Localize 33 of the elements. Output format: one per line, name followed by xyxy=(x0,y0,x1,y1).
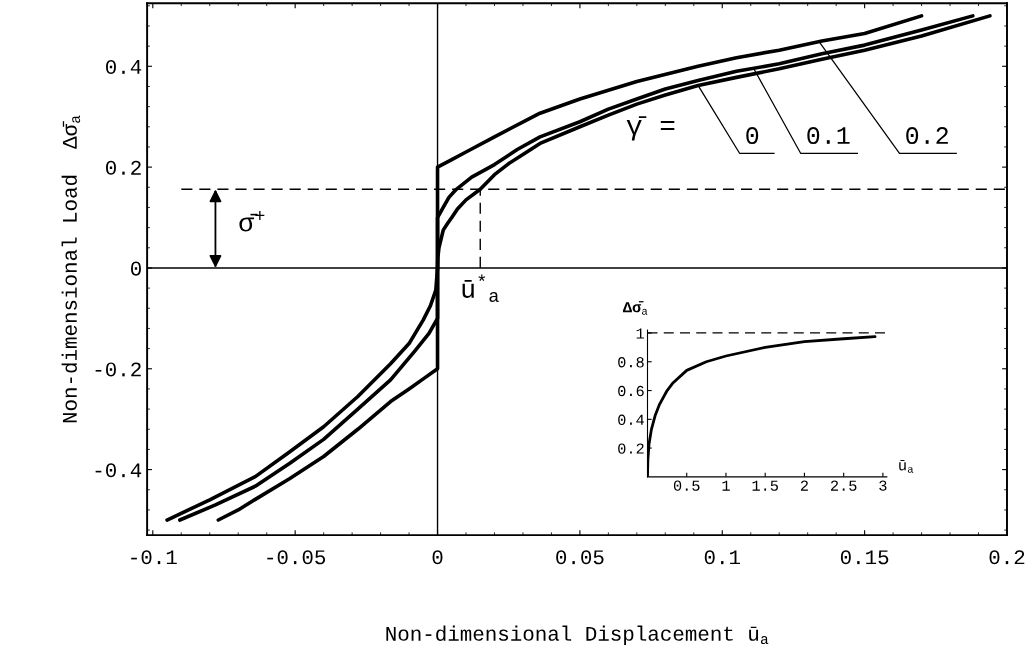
y-tick-label: -0.4 xyxy=(95,463,142,478)
y-tick-label: -0.2 xyxy=(95,362,141,377)
x-tick-label: 0.5 xyxy=(673,480,700,491)
y-tick-label: 0.2 xyxy=(106,160,141,175)
x-tick-label: 2 xyxy=(800,480,808,491)
text: 0 xyxy=(746,127,759,145)
x-tick-label: -0.1 xyxy=(131,550,177,565)
x-axis-title: Non-dimensional Displacement ū$_{a}$ xyxy=(386,625,769,645)
y-axis-title: Δσ̄$_{a}$ xyxy=(622,301,648,315)
x-tick-label: 1 xyxy=(722,480,730,491)
x-axis-title: ū$_{a}$ xyxy=(899,460,914,473)
y-tick-label: 0.4 xyxy=(618,414,644,425)
x-tick-label: 2.5 xyxy=(830,480,857,491)
y-tick-label: 0.2 xyxy=(618,443,644,454)
x-tick-label: 0 xyxy=(432,550,443,565)
text: 0.1 xyxy=(807,127,850,145)
y-tick-label: 0 xyxy=(131,261,141,276)
x-tick-label: 1.5 xyxy=(752,480,778,491)
annotation: γ̄ = xyxy=(626,116,675,141)
x-tick-label: 3 xyxy=(879,480,887,491)
x-tick-label: 0.1 xyxy=(704,550,741,565)
legend-label: 0.2 xyxy=(906,127,948,145)
x-tick-label: -0.05 xyxy=(267,550,326,565)
x-tick-label: 0.2 xyxy=(989,550,1025,565)
y-tick-label: 0.6 xyxy=(618,385,644,397)
y-tick-label: 0.4 xyxy=(106,59,142,75)
x-tick-label: 0.05 xyxy=(556,550,604,565)
y-tick-label: 0.8 xyxy=(618,357,644,368)
annotation: ū$^{*}$$_{a}$ xyxy=(462,274,499,303)
annotation: σ̄$^{+}$ xyxy=(239,210,265,232)
x-tick-label: 0.15 xyxy=(840,550,889,565)
y-axis-title: Non-dimensional Load Δσ̄$_{a}$ xyxy=(61,115,81,423)
y-tick-label: 1 xyxy=(636,328,644,339)
